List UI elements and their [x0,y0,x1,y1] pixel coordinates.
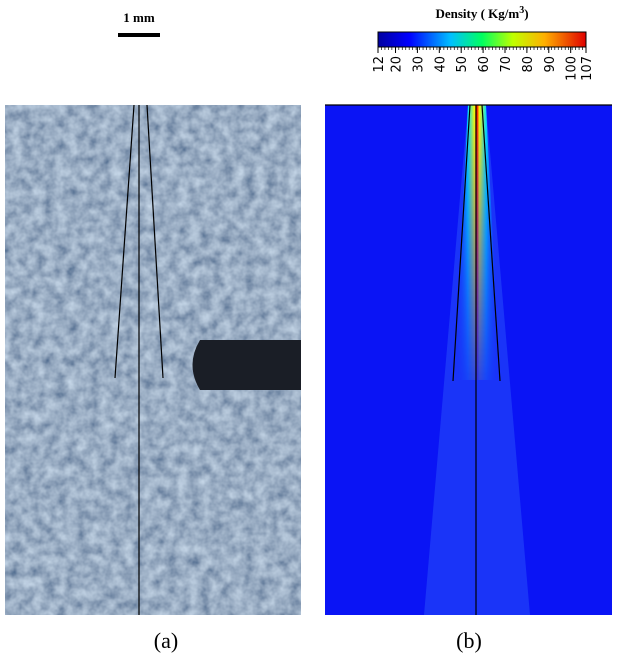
colorbar-tick-label: 80 [521,56,536,73]
cone-lines [114,104,164,615]
colorbar-tick-label: 100 [565,56,580,81]
colorbar-unit-suffix: ) [524,6,528,21]
colorbar-tick-label: 70 [499,56,514,73]
colorbar-tick-label: 107 [580,56,595,81]
colorbar-tick-label: 40 [433,56,448,73]
colorbar-unit: ( Kg/m [481,6,520,21]
colorbar-title: Density ( Kg/m3) [435,5,528,21]
colorbar-unit-exponent: 3 [519,5,524,16]
colorbar-tick-label: 30 [411,56,426,73]
colorbar-title: Density [435,6,477,21]
colorbar-ticks: 12 20 30 40 50 60 70 80 90 100 107 [372,47,595,81]
caption: (b) [456,628,482,653]
colorbar-tick-label: 50 [455,56,470,73]
colorbar-tick-label: 12 [372,56,387,73]
colorbar-tick-label: 90 [543,56,558,73]
caption: (a) [154,628,178,653]
colorbar-tick-label: 20 [390,56,405,73]
colorbar-tick-label: 60 [477,56,492,73]
scale-bar [118,33,160,37]
cone-lines [325,104,612,615]
scale-bar-label: 1 mm [123,10,155,25]
probe [192,340,301,390]
colorbar [377,31,587,48]
